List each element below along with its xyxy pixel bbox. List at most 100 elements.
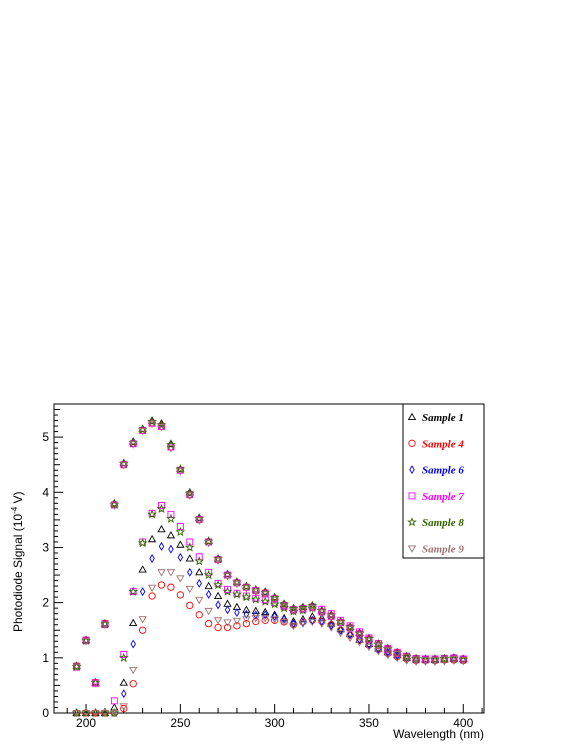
- data-point: [166, 439, 176, 449]
- data-point: [430, 657, 440, 665]
- data-point: [356, 635, 363, 645]
- data-point: [232, 580, 242, 589]
- data-point: [260, 596, 271, 606]
- data-point: [130, 639, 136, 649]
- data-point: [383, 647, 392, 655]
- data-point: [129, 618, 138, 627]
- data-point: [298, 620, 308, 628]
- data-point: [281, 614, 287, 624]
- data-point: [157, 581, 166, 589]
- data-point: [213, 557, 223, 566]
- data-point: [91, 678, 100, 686]
- x-tick-label: 200: [76, 716, 96, 730]
- data-point: [129, 680, 137, 688]
- series-1: [72, 581, 467, 717]
- data-point: [185, 554, 194, 562]
- legend-label: Sample 8: [422, 517, 464, 529]
- data-point: [269, 592, 280, 602]
- data-point: [374, 642, 383, 650]
- data-point: [317, 609, 326, 617]
- data-point: [128, 586, 139, 596]
- y-tick-label: 0: [42, 706, 49, 720]
- data-point: [167, 510, 175, 518]
- data-point: [81, 710, 91, 718]
- data-point: [204, 619, 213, 628]
- data-point: [440, 656, 449, 664]
- data-point: [148, 592, 156, 600]
- y-tick-label: 5: [42, 430, 49, 444]
- data-point: [175, 464, 186, 474]
- y-axis-label: Photodiode Signal (10-4 V): [10, 491, 25, 632]
- data-point: [110, 502, 119, 510]
- data-point: [251, 606, 260, 614]
- legend-entry: Sample 4: [408, 438, 464, 450]
- data-point: [81, 638, 91, 646]
- data-point: [308, 618, 317, 627]
- data-point: [298, 602, 308, 612]
- data-point: [118, 652, 129, 662]
- data-point: [184, 488, 195, 498]
- legend-entry: Sample 9: [407, 544, 464, 556]
- data-point: [262, 610, 268, 620]
- data-point: [327, 613, 336, 622]
- data-point: [156, 503, 167, 513]
- data-point: [213, 591, 223, 600]
- data-point: [289, 622, 298, 631]
- data-point: [175, 526, 186, 537]
- data-point: [213, 579, 223, 590]
- data-point: [156, 419, 167, 430]
- legend-marker: [408, 492, 416, 500]
- data-point: [100, 710, 110, 718]
- data-point: [158, 502, 165, 509]
- data-point: [147, 416, 157, 426]
- data-point: [139, 587, 146, 597]
- data-point: [241, 592, 252, 602]
- data-point: [158, 423, 165, 431]
- data-point: [205, 568, 213, 576]
- data-point: [327, 624, 336, 632]
- legend-marker: [407, 412, 417, 420]
- data-point: [176, 468, 185, 476]
- x-axis-label: Wavelength (nm): [393, 727, 484, 741]
- data-point: [91, 710, 100, 718]
- data-point: [261, 615, 270, 623]
- tick-labels: 200 250 300 350 400 0 1 2 3 4 5: [42, 430, 473, 730]
- data-point: [149, 554, 155, 563]
- legend-label: Sample 4: [422, 438, 464, 450]
- data-point: [204, 607, 213, 616]
- data-point: [327, 619, 336, 627]
- data-point: [222, 586, 233, 596]
- series-10: [72, 420, 468, 688]
- data-point: [402, 654, 411, 662]
- data-point: [307, 600, 318, 611]
- data-point: [167, 583, 175, 591]
- data-point: [204, 540, 213, 548]
- data-point: [195, 596, 204, 605]
- data-point: [234, 608, 240, 618]
- legend: Sample 1 Sample 4 Sample 6 Sample 7 Sample 8…: [402, 403, 485, 559]
- data-point: [187, 567, 193, 577]
- data-point: [100, 621, 110, 630]
- data-point: [250, 594, 261, 604]
- data-point: [204, 581, 213, 590]
- data-point: [138, 616, 147, 624]
- data-point: [242, 619, 251, 628]
- data-point: [120, 461, 128, 469]
- x-tick-label: 250: [170, 716, 190, 730]
- data-point: [195, 553, 203, 561]
- data-point: [196, 578, 202, 588]
- data-point: [72, 663, 81, 671]
- data-point: [158, 541, 165, 551]
- data-point: [137, 537, 148, 548]
- data-point: [119, 678, 128, 686]
- data-point: [203, 569, 214, 580]
- data-point: [176, 523, 184, 530]
- data-point: [223, 619, 232, 627]
- data-point: [186, 538, 194, 546]
- data-point: [205, 589, 212, 599]
- legend-label: Sample 6: [422, 465, 464, 477]
- data-point: [384, 646, 392, 653]
- data-point: [166, 569, 176, 577]
- data-point: [261, 607, 270, 616]
- legend-label: Sample 9: [422, 544, 464, 556]
